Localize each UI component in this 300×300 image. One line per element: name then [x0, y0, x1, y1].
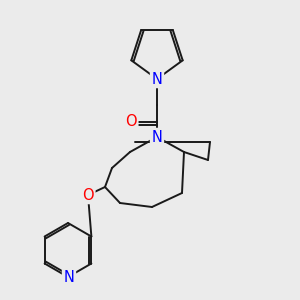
Text: O: O: [82, 188, 94, 202]
Text: N: N: [152, 71, 162, 86]
Text: N: N: [64, 269, 74, 284]
Text: O: O: [125, 115, 137, 130]
Text: N: N: [152, 130, 162, 145]
